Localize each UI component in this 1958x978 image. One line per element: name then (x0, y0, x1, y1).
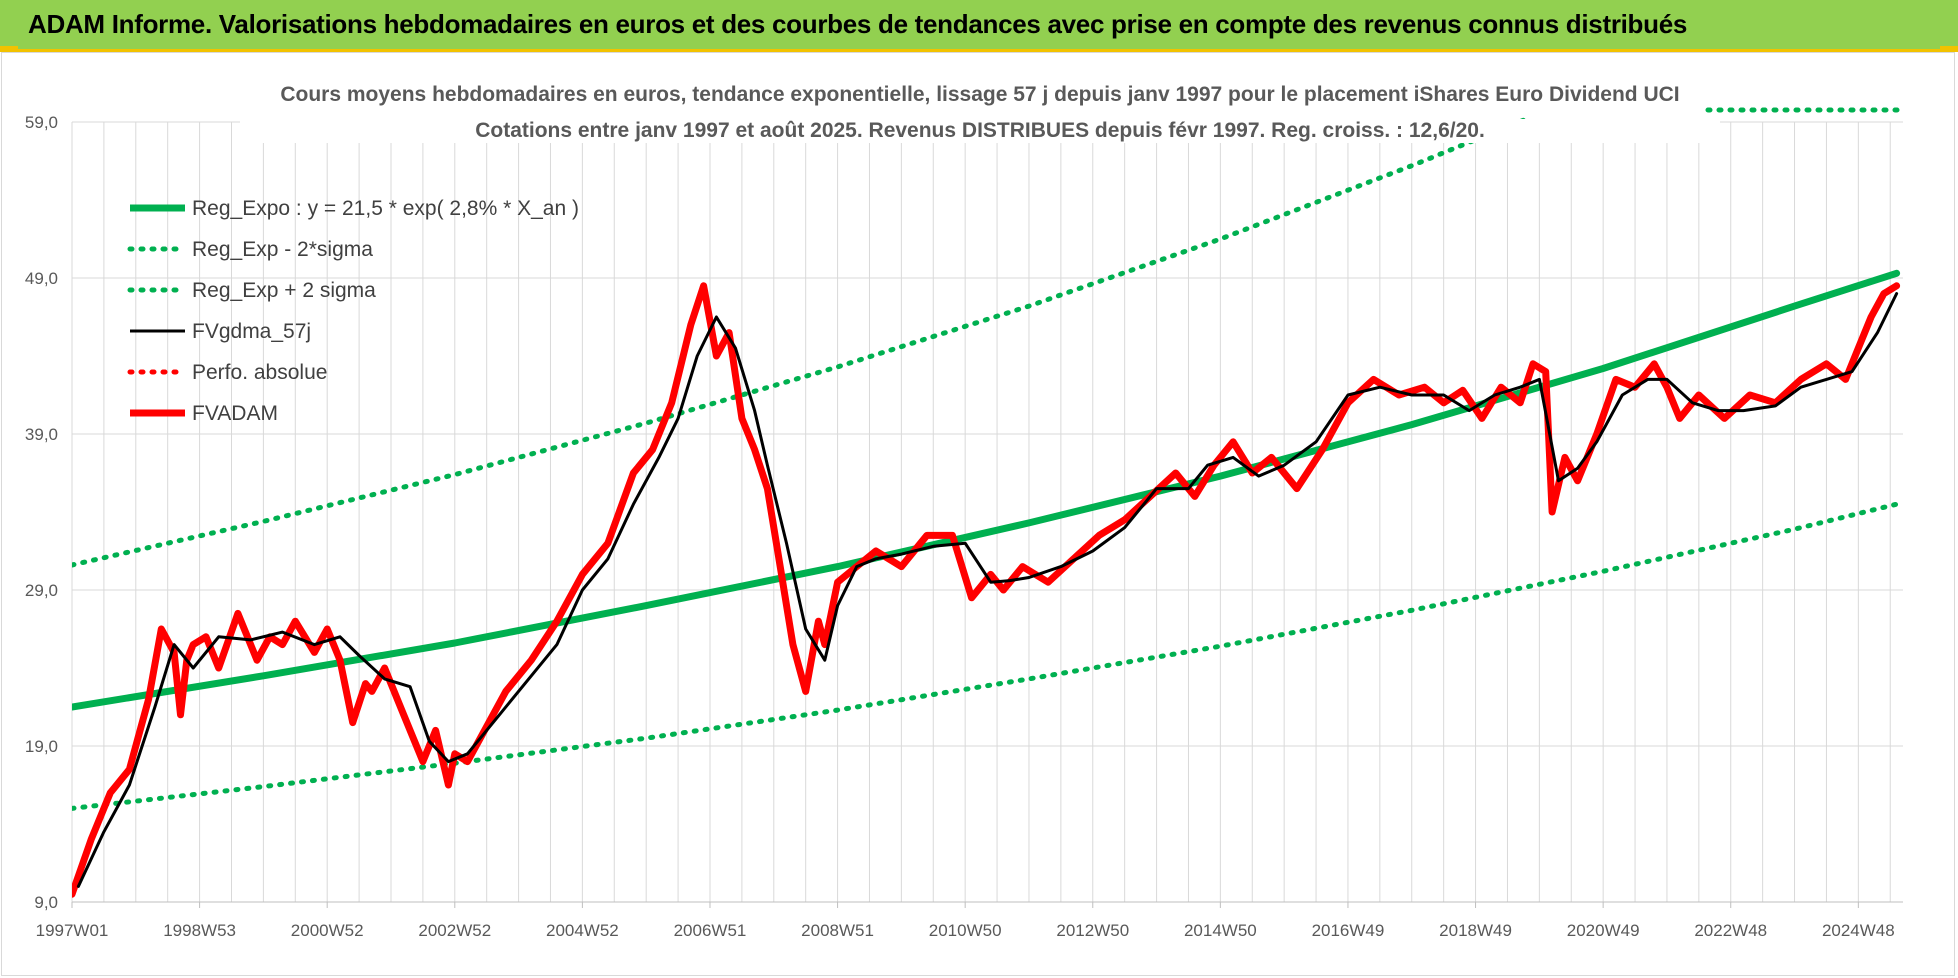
series-line-upper-band (72, 116, 1530, 568)
series-line-trend (72, 269, 1901, 711)
y-tick-label: 39,0 (25, 425, 58, 444)
legend-label: Reg_Exp - 2*sigma (192, 238, 373, 261)
report-title: ADAM Informe. Valorisations hebdomadaire… (28, 9, 1688, 39)
chart-frame (1, 52, 1955, 976)
x-tick-label: 2000W52 (291, 921, 364, 940)
y-tick-label: 59,0 (25, 113, 58, 132)
corner-mark-right (1940, 46, 1958, 52)
corner-mark-left (0, 46, 18, 52)
series-line-lower-band (72, 501, 1900, 811)
chart-subtitle: Cotations entre janv 1997 et août 2025. … (240, 119, 1720, 143)
series-line-smoothed (76, 292, 1899, 888)
x-tick-label: 2024W48 (1822, 921, 1895, 940)
y-tick-label: 9,0 (34, 893, 58, 912)
x-tick-label: 1998W53 (163, 921, 236, 940)
y-tick-label: 49,0 (25, 269, 58, 288)
legend-label: FVADAM (192, 402, 278, 425)
report-header: ADAM Informe. Valorisations hebdomadaire… (0, 0, 1958, 52)
x-tick-label: 2010W50 (929, 921, 1002, 940)
x-tick-label: 2012W50 (1056, 921, 1129, 940)
y-tick-label: 19,0 (25, 737, 58, 756)
x-tick-label: 2002W52 (418, 921, 491, 940)
x-tick-label: 2018W49 (1439, 921, 1512, 940)
x-tick-label: 1997W01 (36, 921, 109, 940)
x-tick-label: 2022W48 (1694, 921, 1767, 940)
x-tick-label: 2006W51 (674, 921, 747, 940)
legend-label: Perfo. absolue (192, 361, 327, 384)
x-tick-label: 2020W49 (1567, 921, 1640, 940)
legend-label: Reg_Exp + 2 sigma (192, 279, 376, 302)
legend-label: Reg_Expo : y = 21,5 * exp( 2,8% * X_an ) (192, 197, 579, 220)
x-tick-label: 2016W49 (1312, 921, 1385, 940)
y-tick-label: 29,0 (25, 581, 58, 600)
x-tick-label: 2004W52 (546, 921, 619, 940)
x-tick-label: 2014W50 (1184, 921, 1257, 940)
legend-label: FVgdma_57j (192, 320, 311, 343)
x-tick-label: 2008W51 (801, 921, 874, 940)
chart-title: Cours moyens hebdomadaires en euros, ten… (240, 83, 1720, 107)
